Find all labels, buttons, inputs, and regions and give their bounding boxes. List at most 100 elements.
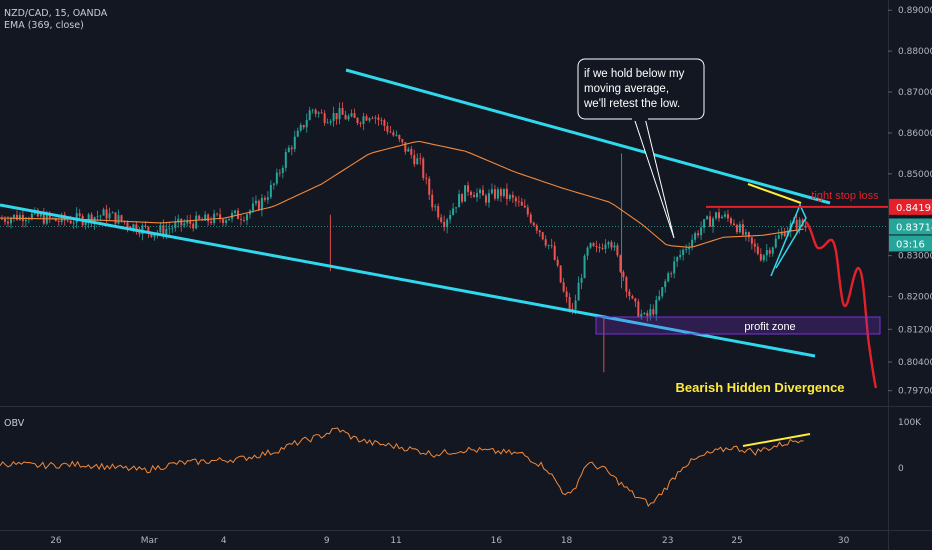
- candle-body: [511, 194, 514, 198]
- candle-body: [759, 253, 762, 261]
- candle-body: [168, 228, 171, 230]
- candle-body: [210, 221, 213, 224]
- candle-body: [481, 189, 484, 196]
- candle-body: [604, 244, 607, 250]
- candle-body: [257, 200, 260, 211]
- candle-body: [159, 225, 162, 233]
- candle-body: [281, 167, 284, 173]
- candle-body: [556, 259, 559, 266]
- candle-body: [568, 297, 571, 309]
- candle-body: [694, 233, 697, 240]
- candle-body: [655, 299, 658, 315]
- candle-body: [476, 193, 479, 198]
- stop-loss-label: tight stop loss: [811, 190, 879, 202]
- candle-body: [541, 232, 544, 240]
- candle-body: [105, 209, 108, 219]
- candle-body: [195, 215, 198, 229]
- price-badge: [889, 198, 932, 215]
- candle-body: [592, 242, 595, 247]
- candle-body: [311, 109, 314, 111]
- symbol-legend[interactable]: NZD/CAD, 15, OANDA EMA (369, close): [4, 8, 107, 32]
- profit-zone-box: [595, 316, 881, 335]
- candle-body: [284, 152, 287, 168]
- candle-body: [490, 189, 493, 194]
- candle-body: [48, 213, 51, 218]
- candle-body: [410, 148, 413, 155]
- obv-label: OBV: [4, 418, 25, 429]
- candle-body: [446, 219, 449, 228]
- candle-body: [580, 278, 583, 283]
- candle-body: [18, 215, 21, 220]
- candle-body: [487, 193, 490, 203]
- symbol-line: NZD/CAD, 15, OANDA: [4, 8, 108, 19]
- wedge-lines: [770, 203, 807, 277]
- candle-body: [51, 217, 54, 219]
- candle-body: [428, 178, 431, 195]
- time-tick-label: 25: [731, 536, 742, 546]
- candle-body: [278, 172, 281, 174]
- candle-body: [553, 245, 556, 260]
- candle-body: [520, 201, 523, 206]
- candle-body: [314, 109, 317, 114]
- candle-body: [562, 282, 565, 292]
- candle-body: [186, 220, 189, 224]
- candle-body: [583, 255, 586, 279]
- candle-body: [550, 245, 553, 246]
- ema-line: [0, 140, 804, 248]
- obv-legend[interactable]: OBV: [4, 418, 24, 430]
- candle-body: [57, 221, 60, 223]
- candle-body: [547, 245, 550, 246]
- candle-body: [667, 273, 670, 282]
- candle-body: [676, 257, 679, 262]
- candle-body: [332, 113, 335, 122]
- candle-body: [192, 223, 195, 229]
- candle-body: [383, 120, 386, 126]
- candle-body: [344, 114, 347, 120]
- candle-body: [440, 217, 443, 222]
- candle-body: [225, 220, 228, 223]
- candle-body: [144, 225, 147, 227]
- obv-tick-label: 0: [898, 464, 904, 474]
- candle-body: [795, 219, 798, 229]
- candle-body: [738, 224, 741, 233]
- candle-body: [493, 189, 496, 199]
- candle-body: [12, 214, 15, 219]
- candle-body: [544, 239, 547, 246]
- candle-body: [455, 207, 458, 209]
- candle-body: [416, 158, 419, 165]
- candle-body: [586, 247, 589, 256]
- candle-body: [251, 203, 254, 211]
- candle-body: [425, 177, 428, 179]
- candle-body: [443, 221, 446, 228]
- candle-body: [637, 301, 640, 317]
- candle-body: [329, 121, 332, 123]
- price-tick-label: 0.81200: [898, 325, 932, 335]
- price-tick-label: 0.86000: [898, 129, 932, 139]
- callout-text-line: we'll retest the low.: [583, 98, 680, 110]
- candle-body: [646, 312, 649, 317]
- price-badge-label: 0.84193: [896, 203, 932, 214]
- candle-body: [643, 312, 646, 314]
- candle-body: [69, 220, 72, 224]
- candle-body: [804, 225, 807, 228]
- time-tick-label: 26: [50, 536, 62, 546]
- projection-path: [805, 221, 878, 389]
- candle-body: [392, 132, 395, 136]
- candle-body: [595, 246, 598, 247]
- candle-body: [359, 123, 362, 124]
- candle-body: [27, 219, 30, 221]
- candle-body: [783, 231, 786, 237]
- candle-body: [380, 119, 383, 121]
- candle-body: [365, 116, 368, 121]
- candle-body: [87, 214, 90, 222]
- candle-body: [508, 194, 511, 199]
- candle-body: [347, 116, 350, 120]
- candle-body: [356, 117, 359, 124]
- candle-body: [574, 300, 577, 310]
- candle-body: [461, 194, 464, 202]
- channel-upper-line: [345, 68, 831, 205]
- candle-body: [204, 214, 207, 221]
- candle-body: [640, 313, 643, 317]
